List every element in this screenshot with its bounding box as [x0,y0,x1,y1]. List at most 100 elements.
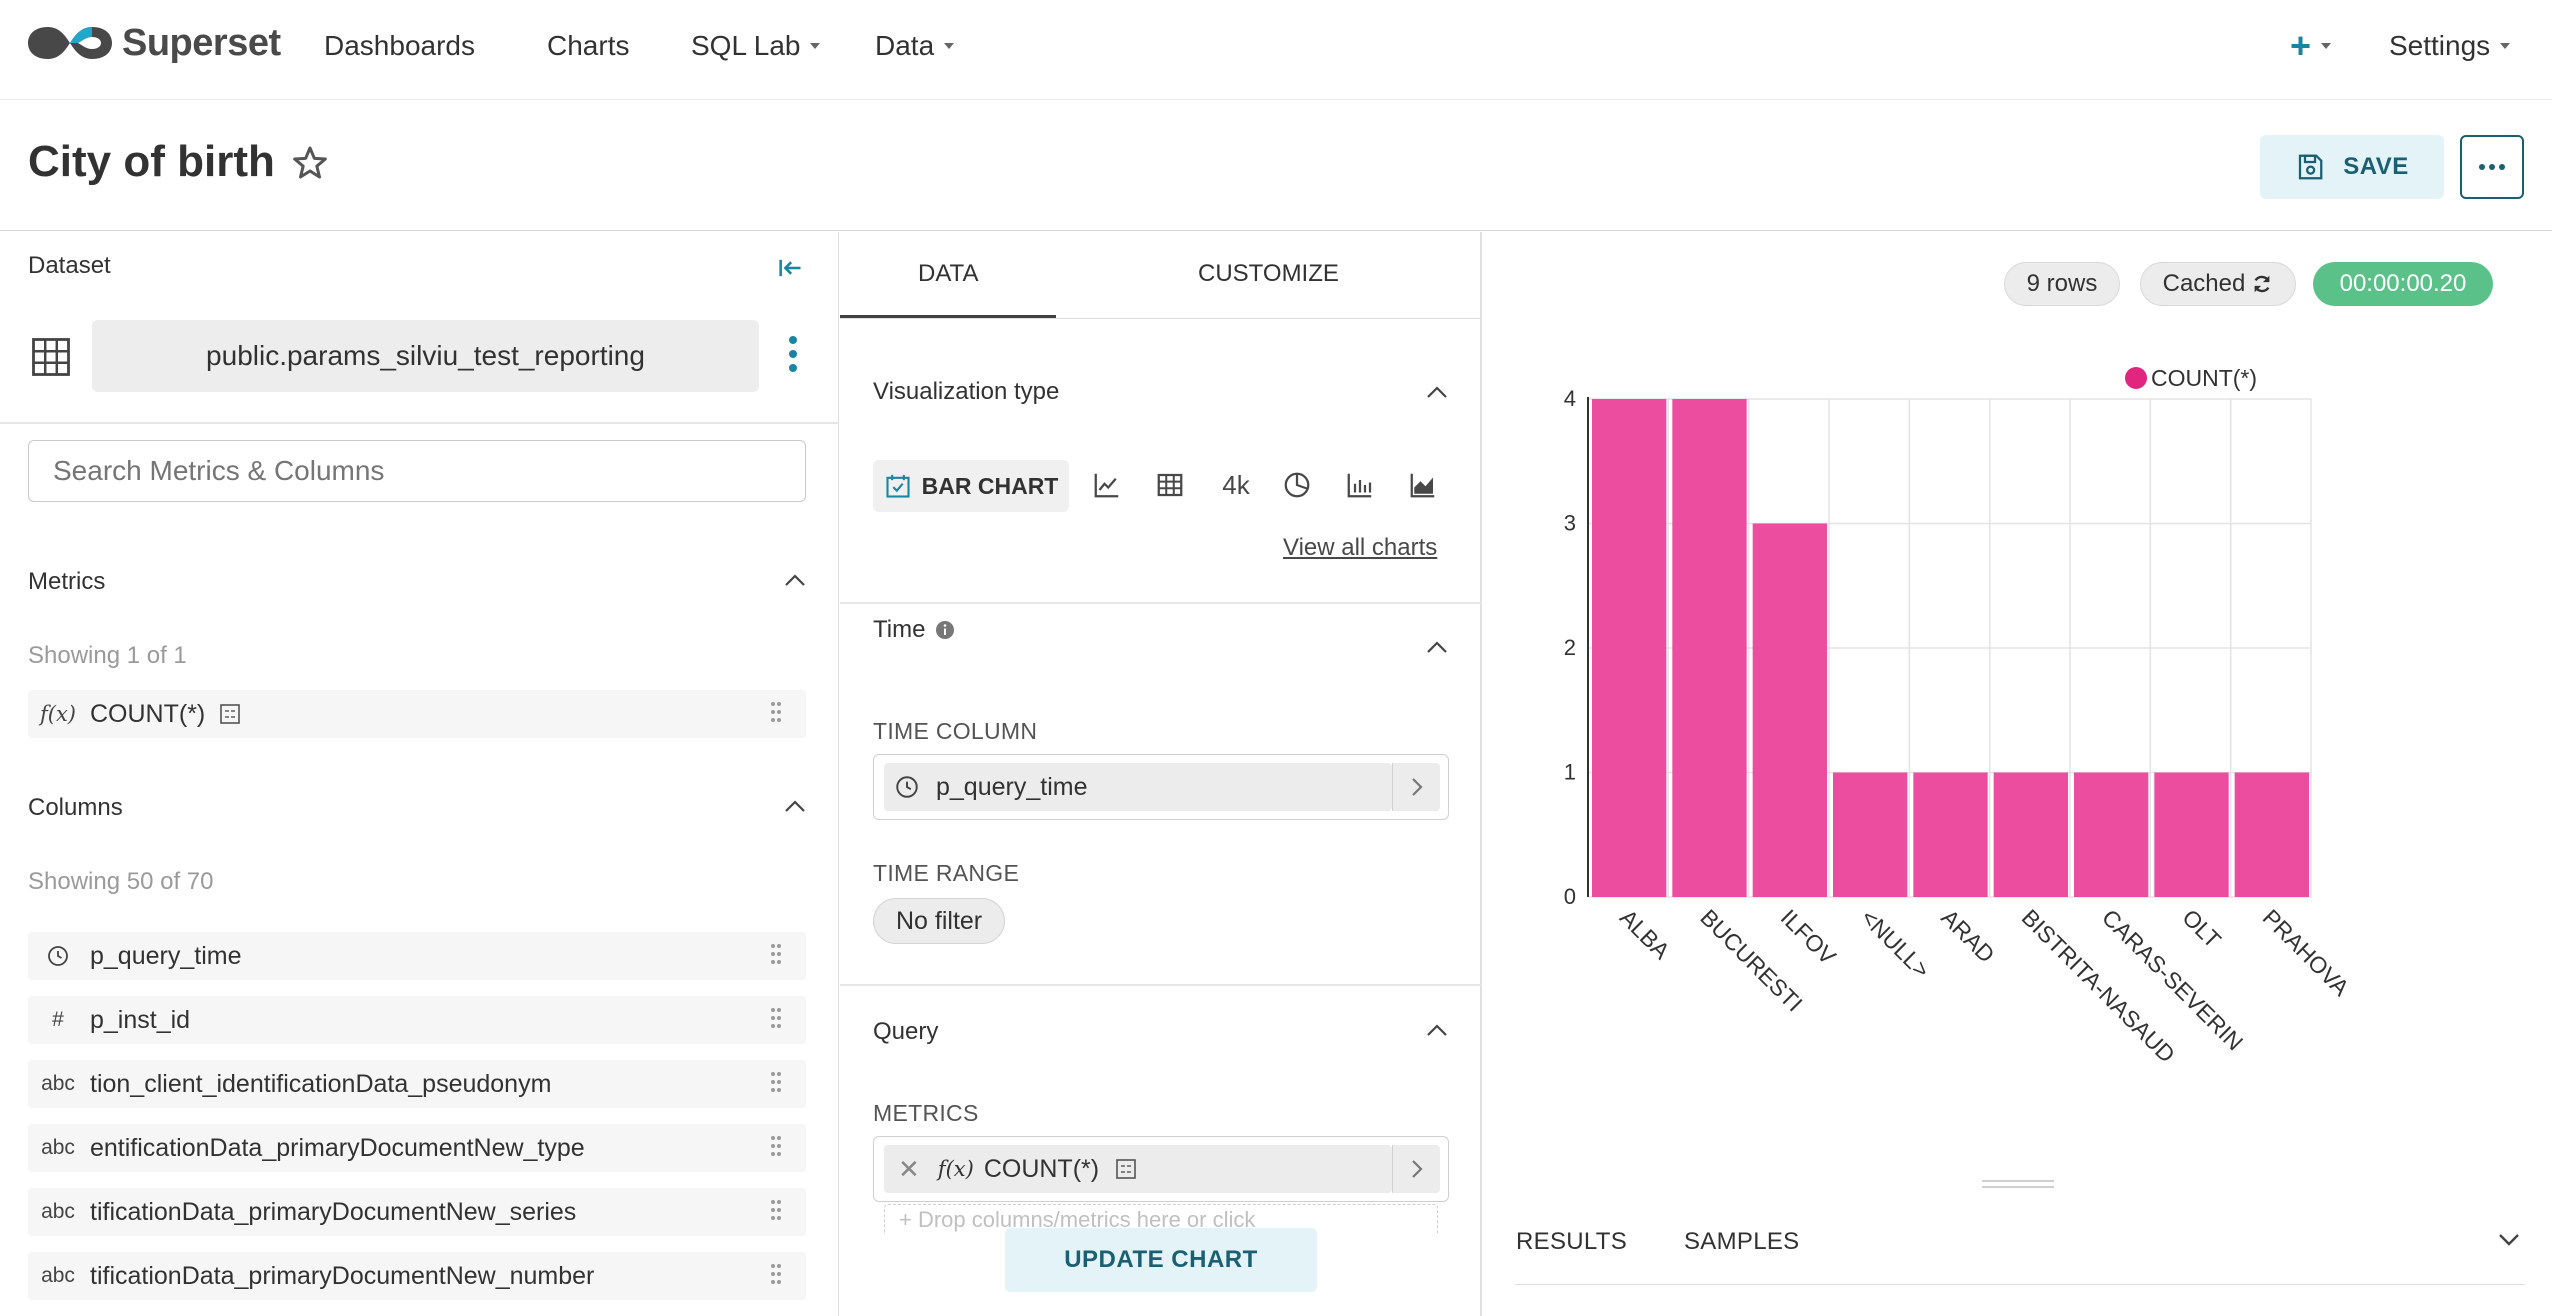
remove-icon[interactable]: ✕ [898,1153,920,1184]
abc-icon: abc [41,1200,75,1223]
divider [840,318,1482,319]
bar [2234,772,2309,897]
y-tick-label: 3 [1564,511,1576,536]
tab-results[interactable]: RESULTS [1516,1228,1628,1255]
histogram-icon[interactable] [1343,468,1377,502]
resize-handle[interactable] [1982,1180,2054,1188]
search-metrics-columns-input[interactable] [28,440,806,502]
area-chart-icon[interactable] [1406,468,1440,502]
plus-icon: + [2290,25,2312,66]
dataset-menu-icon[interactable] [786,336,800,376]
more-actions-button[interactable] [2460,135,2524,199]
time-column-select[interactable]: p_query_time [873,754,1449,820]
drag-handle-icon[interactable] [770,1262,784,1290]
chart-header: City of birth SAVE [0,101,2552,231]
drop-metrics-hint[interactable]: + Drop columns/metrics here or click [884,1204,1438,1234]
divider [1515,1284,2525,1285]
view-all-charts-link[interactable]: View all charts [1283,534,1438,561]
time-column-label: TIME COLUMN [873,718,1038,744]
nav-data[interactable]: Data [875,26,955,66]
chevron-down-icon[interactable] [2497,1232,2521,1248]
drag-handle-icon[interactable] [770,1070,784,1098]
tab-samples[interactable]: SAMPLES [1684,1228,1800,1255]
column-name: entificationData_primaryDocumentNew_type [90,1133,585,1162]
collapse-panel-icon[interactable] [776,254,804,282]
cached-badge[interactable]: Cached [2140,262,2296,306]
new-item-menu[interactable]: + [2290,24,2332,68]
chevron-up-icon[interactable] [1426,1023,1448,1037]
function-icon: f(x) [39,702,76,726]
legend-label: COUNT(*) [2151,365,2257,391]
drag-handle-icon[interactable] [770,700,784,728]
y-tick-label: 4 [1564,386,1576,411]
update-chart-label: UPDATE CHART [1064,1246,1258,1273]
column-item[interactable]: abc tion_client_identificationData_pseud… [28,1060,806,1108]
column-item[interactable]: abc tificationData_primaryDocumentNew_nu… [28,1252,806,1300]
row-count-badge: 9 rows [2004,262,2120,306]
chevron-right-icon[interactable] [1392,763,1440,811]
chevron-down-icon [944,43,955,49]
tab-customize[interactable]: CUSTOMIZE [1198,260,1339,287]
chevron-up-icon[interactable] [1426,385,1448,399]
save-button[interactable]: SAVE [2260,135,2444,199]
chevron-up-icon[interactable] [784,799,806,813]
column-name: p_inst_id [90,1005,191,1034]
metric-item[interactable]: f(x) COUNT(*) [28,690,806,738]
chevron-right-icon[interactable] [1392,1145,1440,1193]
y-tick-label: 2 [1564,635,1576,660]
chevron-down-icon [810,43,821,49]
big-number-icon[interactable]: 4k [1222,469,1250,500]
drag-handle-icon[interactable] [770,1006,784,1034]
column-item[interactable]: # p_inst_id [28,996,806,1044]
selected-viz-label: BAR CHART [921,472,1059,499]
superset-logo-icon [28,27,112,59]
refresh-icon [2254,275,2270,293]
superset-logo[interactable]: Superset [26,16,281,70]
dataset-selector[interactable]: public.params_silviu_test_reporting [92,320,759,392]
bar [1592,399,1667,897]
line-chart-icon[interactable] [1090,468,1124,502]
time-section-heading: Time [873,616,955,644]
page-title[interactable]: City of birth [28,137,275,186]
table-chart-icon[interactable] [1153,468,1187,502]
drag-handle-icon[interactable] [770,1134,784,1162]
bar-chart-selected-button[interactable]: BAR CHART [873,460,1069,512]
chevron-up-icon[interactable] [784,573,806,587]
time-column-value[interactable]: p_query_time [884,763,1392,811]
chart-panel: 9 rows Cached 00:00:00.20 0 1 2 3 4 ALBA BUCUR… [1483,232,2552,1316]
column-item[interactable]: abc tificationData_primaryDocumentNew_se… [28,1188,806,1236]
chevron-up-icon[interactable] [1426,640,1448,654]
x-tick-label: BISTRITA-NASAUD [2017,904,2181,1068]
update-chart-button[interactable]: UPDATE CHART [1005,1228,1317,1292]
nav-sql-lab-label: SQL Lab [691,30,801,61]
nav-sql-lab[interactable]: SQL Lab [691,26,821,66]
abc-icon: abc [41,1072,75,1095]
table-icon [32,338,70,376]
column-item[interactable]: p_query_time [28,932,806,980]
info-icon[interactable] [935,620,955,640]
cached-label: Cached [2162,270,2246,297]
nav-charts[interactable]: Charts [547,26,629,66]
tab-data[interactable]: DATA [918,260,979,287]
star-icon[interactable] [290,143,330,183]
dataset-label: Dataset [28,252,111,279]
drag-handle-icon[interactable] [770,1198,784,1226]
nav-settings-label: Settings [2389,30,2491,61]
metric-chip-label: COUNT(*) [983,1154,1100,1183]
metric-chip[interactable]: ✕ f(x) COUNT(*) [884,1145,1392,1193]
x-tick-label: CARAS-SEVERIN [2097,904,2248,1055]
column-name: tion_client_identificationData_pseudonym [90,1069,552,1098]
nav-dashboards[interactable]: Dashboards [324,26,475,66]
column-item[interactable]: abc entificationData_primaryDocumentNew_… [28,1124,806,1172]
metrics-label: METRICS [873,1100,979,1126]
y-tick-label: 0 [1564,884,1576,909]
time-range-label: TIME RANGE [873,860,1020,886]
metrics-select[interactable]: ✕ f(x) COUNT(*) [873,1136,1449,1202]
column-name: tificationData_primaryDocumentNew_number [90,1261,595,1290]
divider [0,422,839,424]
nav-settings[interactable]: Settings [2389,26,2511,66]
drag-handle-icon[interactable] [770,942,784,970]
metrics-count: Showing 1 of 1 [28,642,187,669]
time-range-filter[interactable]: No filter [873,898,1006,944]
pie-chart-icon[interactable] [1280,468,1314,502]
